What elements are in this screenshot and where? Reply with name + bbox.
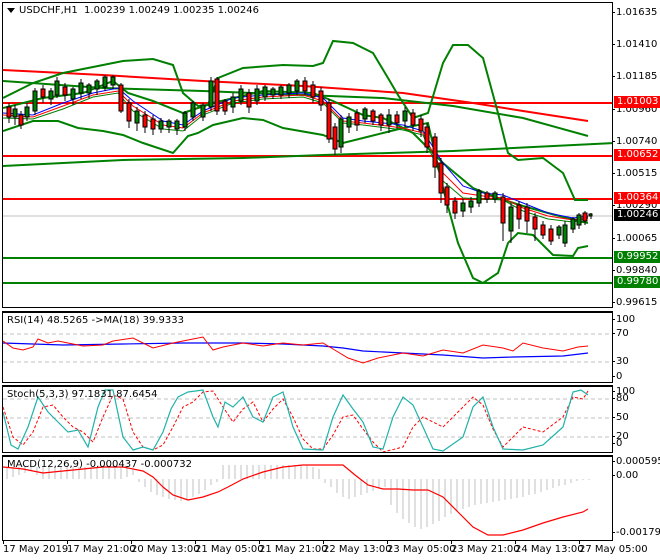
- symbol-label: USDCHF,H1: [19, 5, 78, 16]
- price-plot: [3, 39, 612, 285]
- price-chart-panel[interactable]: USDCHF,H1 1.00239 1.00249 1.00235 1.0024…: [2, 2, 613, 308]
- resistance-tag: 1.01003: [614, 96, 660, 108]
- time-label: 17 May 2019: [3, 540, 69, 555]
- price-axis: 1.01635 1.01410 1.01185 1.00960 1.00740 …: [611, 0, 660, 308]
- price-tick: 1.01410: [611, 39, 658, 50]
- stoch-title: Stoch(5,3,3) 97.1831 87.6454: [7, 389, 158, 400]
- rsi-tick: 0: [611, 371, 623, 382]
- macd-axis: 0.000595 0.00 -0.001797: [611, 455, 660, 541]
- stoch-tick: 0: [611, 438, 623, 449]
- macd-tick: 0.00: [611, 470, 639, 481]
- support-tag: 0.99780: [614, 276, 660, 288]
- price-tick: 1.01185: [611, 71, 658, 82]
- resistance-tag: 1.00364: [614, 192, 660, 204]
- time-label: 22 May 13:00: [323, 540, 392, 555]
- macd-panel[interactable]: MACD(12,26,9) -0.000437 -0.000732: [2, 455, 613, 541]
- price-tick: 1.00065: [611, 233, 658, 244]
- macd-title: MACD(12,26,9) -0.000437 -0.000732: [7, 459, 192, 470]
- support-tag: 0.99952: [614, 251, 660, 263]
- stochastic-panel[interactable]: Stoch(5,3,3) 97.1831 87.6454: [2, 385, 613, 453]
- rsi-tick: 70: [612, 328, 629, 339]
- price-tick: 1.00740: [611, 136, 658, 147]
- time-label: 23 May 05:00: [387, 540, 456, 555]
- time-label: 17 May 21:00: [67, 540, 136, 555]
- time-label: 24 May 13:00: [515, 540, 584, 555]
- stoch-tick: 80: [612, 393, 629, 404]
- time-axis: 17 May 2019 17 May 21:00 20 May 13:00 21…: [0, 540, 660, 560]
- stoch-plot: [3, 389, 612, 452]
- macd-tick: -0.001797: [611, 527, 660, 538]
- resistance-tag: 1.00652: [614, 149, 660, 161]
- rsi-plot: [3, 333, 612, 364]
- stoch-tick: 20: [612, 431, 629, 442]
- time-label: 27 May 05:00: [579, 540, 648, 555]
- time-label: 21 May 21:00: [259, 540, 328, 555]
- price-tick: 1.01635: [611, 7, 658, 18]
- macd-plot: [3, 464, 590, 536]
- macd-histogram: [6, 465, 590, 529]
- rsi-tick: 100: [611, 314, 636, 325]
- stoch-tick: 50: [612, 412, 629, 423]
- price-tick: 0.99840: [611, 265, 658, 276]
- time-label: 20 May 13:00: [131, 540, 200, 555]
- triangle-down-icon[interactable]: [7, 7, 15, 13]
- price-tick: 1.00290: [611, 200, 658, 211]
- rsi-panel[interactable]: RSI(14) 48.5265 ->MA(18) 39.9333: [2, 311, 613, 383]
- chart-title: USDCHF,H1 1.00239 1.00249 1.00235 1.0024…: [7, 5, 259, 16]
- time-label: 23 May 21:00: [451, 540, 520, 555]
- rsi-axis: 100 70 30 0: [611, 311, 660, 383]
- price-tick: 0.99615: [611, 297, 658, 308]
- current-price-tag: 1.00246: [614, 209, 660, 221]
- time-label: 21 May 05:00: [195, 540, 264, 555]
- ohlc-values: 1.00239 1.00249 1.00235 1.00246: [84, 5, 259, 16]
- stoch-tick: 100: [611, 386, 636, 397]
- stoch-axis: 100 80 50 20 0: [611, 385, 660, 453]
- price-tick: 1.00960: [611, 104, 658, 115]
- candles: [6, 75, 593, 247]
- price-tick: 1.00515: [611, 168, 658, 179]
- rsi-title: RSI(14) 48.5265 ->MA(18) 39.9333: [7, 315, 184, 326]
- macd-tick: 0.000595: [612, 456, 660, 467]
- rsi-tick: 30: [612, 356, 629, 367]
